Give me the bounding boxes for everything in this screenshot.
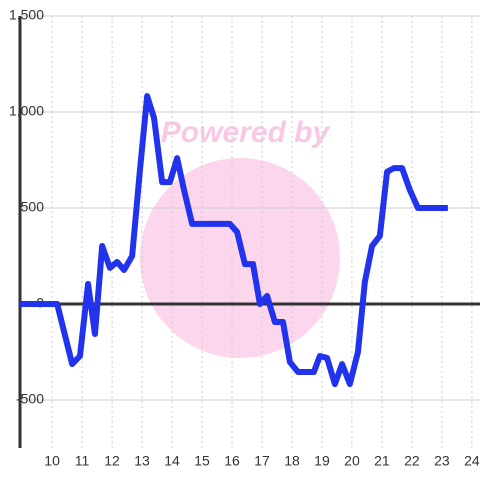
x-tick-label: 13 <box>134 453 150 469</box>
x-tick-label: 16 <box>224 453 240 469</box>
y-tick-label: 1,500 <box>9 7 44 23</box>
x-tick-label: 22 <box>404 453 420 469</box>
x-tick-label: 23 <box>434 453 450 469</box>
x-tick-label: 11 <box>75 453 90 469</box>
y-tick-label: -500 <box>16 391 44 407</box>
x-tick-label: 15 <box>194 453 210 469</box>
x-tick-label: 10 <box>44 453 60 469</box>
x-tick-label: 21 <box>374 453 390 469</box>
x-tick-label: 14 <box>164 453 180 469</box>
x-tick-label: 12 <box>104 453 120 469</box>
x-tick-label: 24 <box>464 453 480 469</box>
x-tick-label: 18 <box>284 453 300 469</box>
x-tick-label: 19 <box>314 453 330 469</box>
x-tick-label: 17 <box>254 453 270 469</box>
y-tick-label: 500 <box>21 199 45 215</box>
y-tick-label: 1,000 <box>9 103 44 119</box>
x-tick-label: 20 <box>344 453 360 469</box>
watermark-logo <box>140 158 340 358</box>
watermark: Powered by <box>161 116 331 149</box>
series-line <box>20 93 448 388</box>
